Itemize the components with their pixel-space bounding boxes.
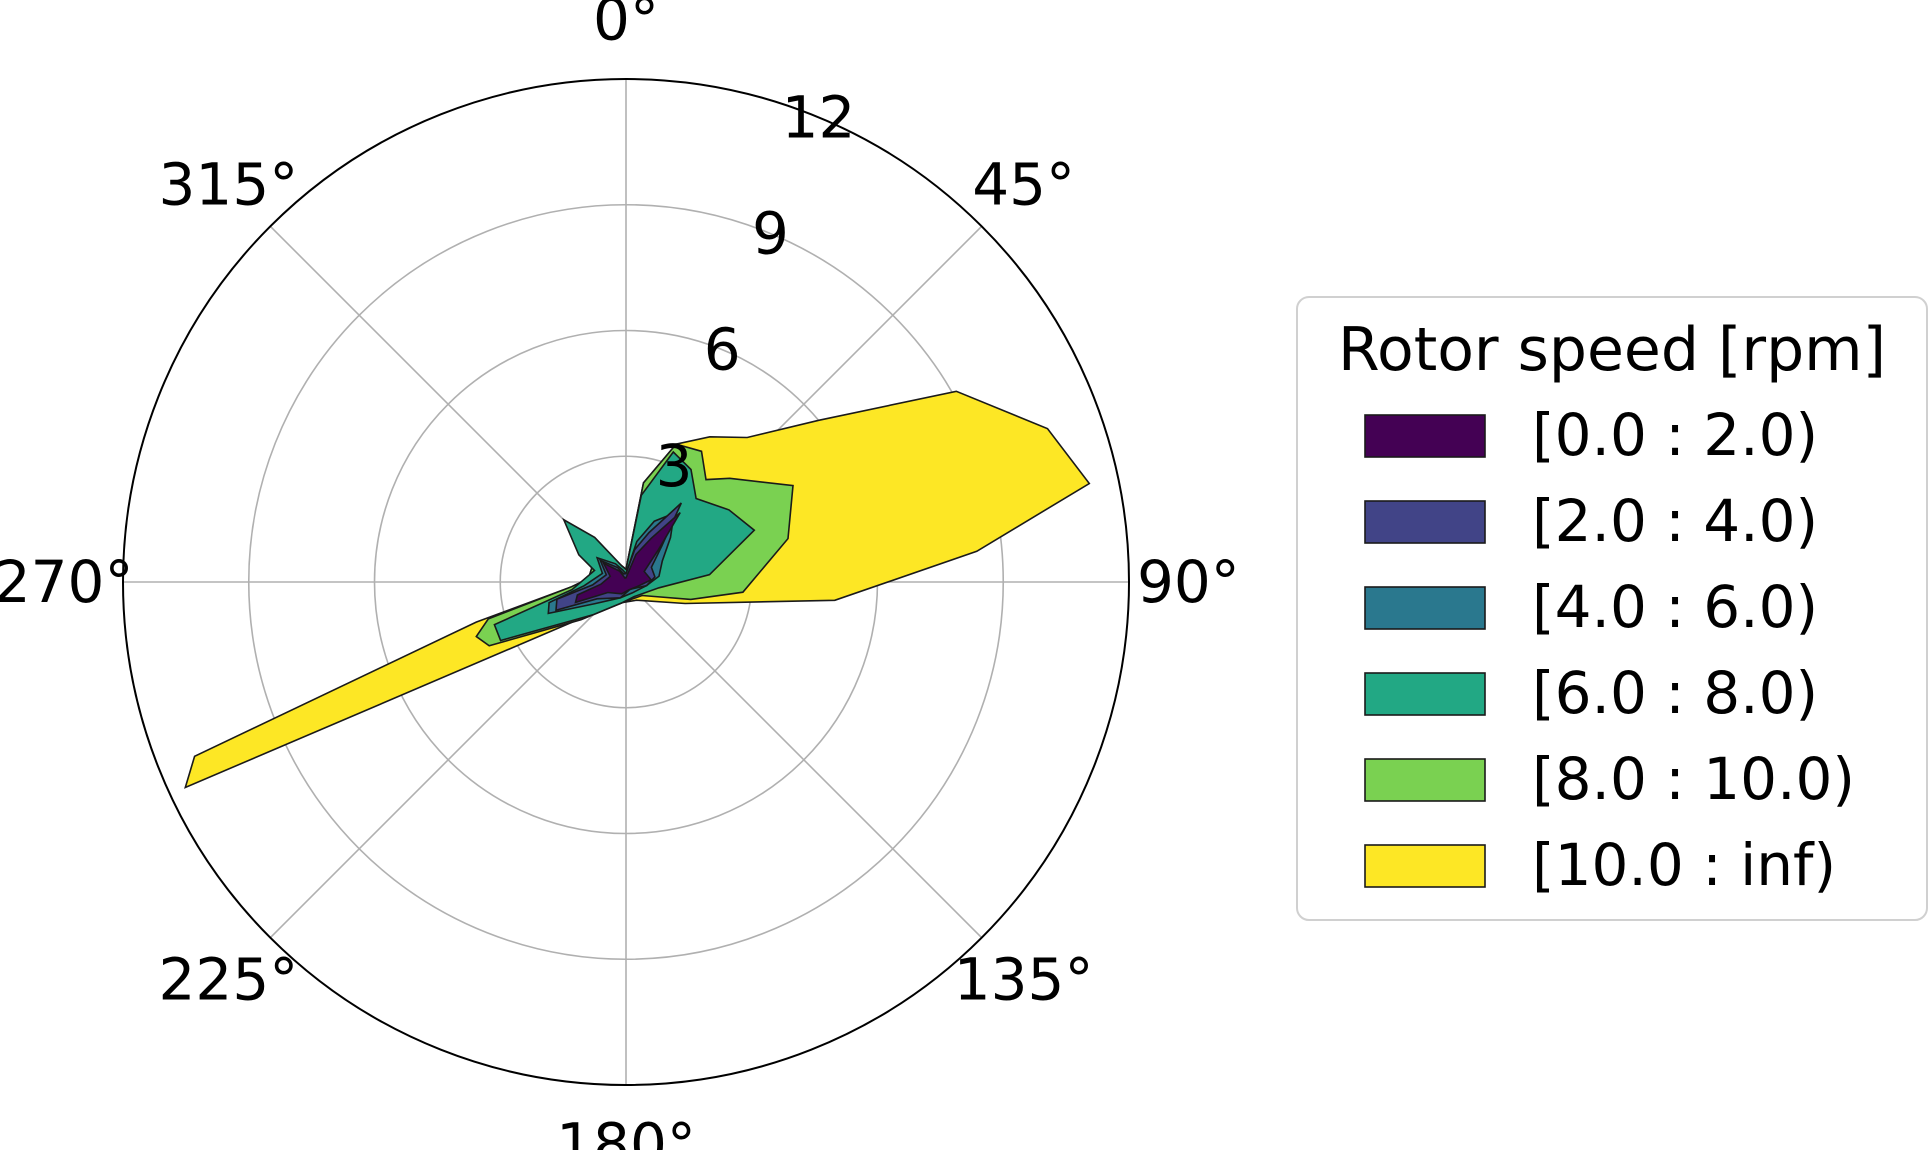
legend-label: [10.0 : inf) <box>1532 831 1836 899</box>
angle-tick-label: 315° <box>159 150 299 218</box>
series-area-3 <box>493 450 756 642</box>
legend-swatch <box>1364 672 1486 716</box>
radial-tick-label: 6 <box>704 316 741 384</box>
series-area-6 <box>574 512 681 604</box>
radial-tick-label: 12 <box>782 83 856 151</box>
legend-label: [4.0 : 6.0) <box>1532 573 1818 641</box>
legend-swatch <box>1364 844 1486 888</box>
grid-ring-9 <box>247 203 1005 961</box>
legend-label: [0.0 : 2.0) <box>1532 401 1818 469</box>
legend-swatch <box>1364 758 1486 802</box>
angle-tick-label: 225° <box>159 946 299 1014</box>
polar-tick-labels: 0° 45° 90° 135° 180° 225° 270° 315° 369 12 <box>0 0 1240 1150</box>
legend-swatch <box>1364 414 1486 458</box>
radial-tick-label: 9 <box>752 200 789 268</box>
angle-tick-label: 0° <box>593 0 659 54</box>
angle-tick-label: 135° <box>954 946 1094 1014</box>
angle-tick-label: 180° <box>556 1110 696 1150</box>
legend-label: [2.0 : 4.0) <box>1532 487 1818 555</box>
legend-swatch <box>1364 586 1486 630</box>
angle-tick-label: 45° <box>972 150 1075 218</box>
legend: Rotor speed [rpm] [0.0 : 2.0) [2.0 : 4.0)… <box>1296 296 1928 921</box>
legend-title: Rotor speed [rpm] <box>1338 315 1886 385</box>
legend-swatch <box>1364 500 1486 544</box>
radial-tick-label: 3 <box>656 432 693 500</box>
polar-outer-circle <box>122 78 1130 1086</box>
polar-series <box>184 390 1091 789</box>
legend-entries: [0.0 : 2.0) [2.0 : 4.0) [4.0 : 6.0) [6.0 : … <box>1364 401 1855 899</box>
angle-tick-label: 90° <box>1137 548 1240 616</box>
polar-frame <box>122 78 1130 1086</box>
angle-tick-label: 270° <box>0 548 133 616</box>
legend-label: [8.0 : 10.0) <box>1532 745 1855 813</box>
legend-label: [6.0 : 8.0) <box>1532 659 1818 727</box>
